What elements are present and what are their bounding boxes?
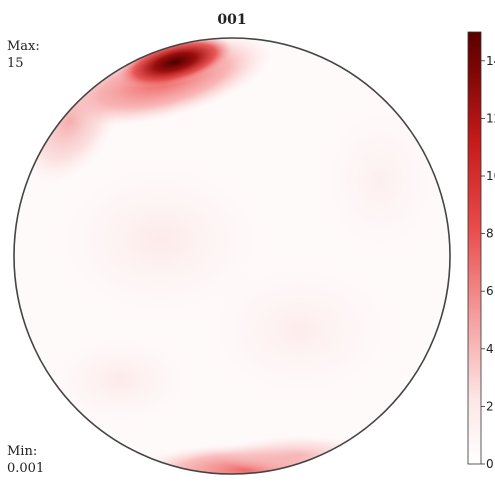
- colorbar-tick-label: 14: [486, 54, 495, 68]
- min-value: 0.001: [7, 461, 44, 476]
- colorbar: [467, 31, 482, 465]
- chart-title: 001: [217, 12, 246, 28]
- texture-lobe-bottom-soft: [220, 435, 380, 474]
- pole-figure-disc: [14, 38, 450, 474]
- colorbar-tick-label: 8: [486, 227, 494, 241]
- faint-patch: [310, 90, 450, 270]
- faint-patch: [190, 250, 410, 410]
- colorbar-tick-label: 4: [486, 342, 494, 356]
- colorbar-tick-label: 0: [486, 457, 494, 471]
- colorbar-tick-label: 2: [486, 399, 494, 413]
- colorbar-tick-label: 6: [486, 284, 494, 298]
- min-label: Min:: [7, 444, 37, 459]
- pole-figure-outline: [13, 37, 451, 475]
- colorbar-tick-label: 10: [486, 169, 495, 183]
- faint-patch: [40, 330, 200, 430]
- max-value: 15: [7, 56, 24, 71]
- colorbar-ticks: 0 2 4 6 8 10 12 14: [481, 54, 495, 471]
- texture-hotspot-max: [116, 38, 234, 89]
- colorbar-tick-label: 12: [486, 111, 495, 125]
- max-label: Max:: [7, 39, 40, 54]
